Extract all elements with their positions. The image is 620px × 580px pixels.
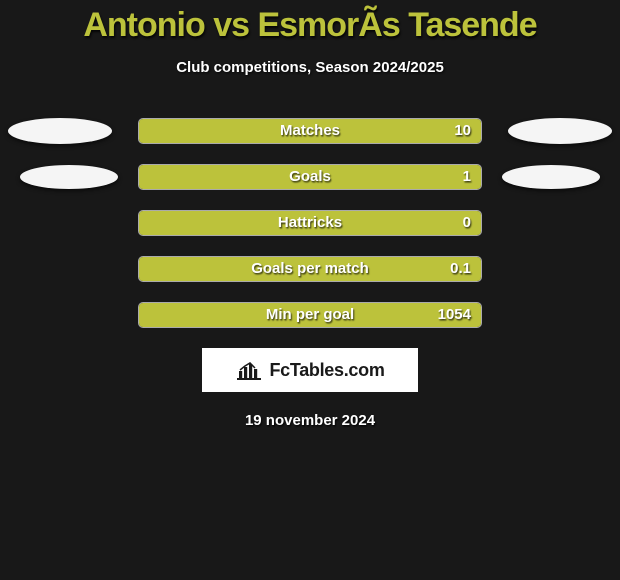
- player-right-marker: [508, 118, 612, 144]
- bar-row: Goals1: [0, 164, 620, 192]
- fctables-logo[interactable]: FcTables.com: [202, 348, 418, 392]
- bar-label: Goals: [139, 168, 481, 185]
- bar-value-right: 0: [463, 214, 471, 231]
- bar-label: Min per goal: [139, 306, 481, 323]
- bars-container: Matches10Goals1Hattricks0Goals per match…: [0, 118, 620, 330]
- bar-track: Goals per match0.1: [138, 256, 482, 282]
- bar-row: Goals per match0.1: [0, 256, 620, 284]
- comparison-page: Antonio vs EsmorÃ­s Tasende Club competi…: [0, 0, 620, 580]
- bar-value-right: 1054: [438, 306, 471, 323]
- page-title: Antonio vs EsmorÃ­s Tasende: [0, 0, 620, 45]
- player-left-marker: [20, 165, 118, 189]
- bar-value-right: 0.1: [450, 260, 471, 277]
- bar-value-right: 1: [463, 168, 471, 185]
- bar-track: Goals1: [138, 164, 482, 190]
- logo-text: FcTables.com: [269, 360, 384, 381]
- bar-label: Goals per match: [139, 260, 481, 277]
- bar-track: Matches10: [138, 118, 482, 144]
- player-right-marker: [502, 165, 600, 189]
- page-subtitle: Club competitions, Season 2024/2025: [0, 59, 620, 76]
- bar-label: Matches: [139, 122, 481, 139]
- bar-chart-icon: [235, 359, 263, 381]
- bar-row: Hattricks0: [0, 210, 620, 238]
- bar-track: Hattricks0: [138, 210, 482, 236]
- bar-track: Min per goal1054: [138, 302, 482, 328]
- bar-label: Hattricks: [139, 214, 481, 231]
- date-text: 19 november 2024: [0, 412, 620, 429]
- bar-row: Matches10: [0, 118, 620, 146]
- bar-value-right: 10: [454, 122, 471, 139]
- player-left-marker: [8, 118, 112, 144]
- bar-row: Min per goal1054: [0, 302, 620, 330]
